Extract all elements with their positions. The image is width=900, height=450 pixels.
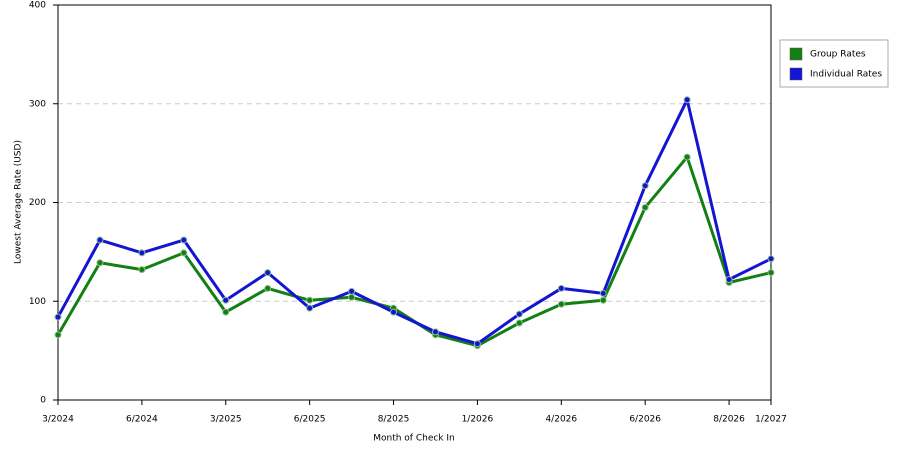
data-point [725,276,733,284]
series-line [56,155,772,348]
data-point [138,249,146,257]
data-point [348,287,356,295]
data-point [431,328,439,336]
data-point [515,319,523,327]
legend-label: Individual Rates [810,70,882,80]
x-tick-label: 8/2025 [378,415,410,425]
data-point [180,249,188,257]
data-point [348,293,356,301]
data-point [683,153,691,161]
data-point [683,96,691,104]
data-point [180,236,188,244]
data-point [767,255,775,263]
data-point [641,182,649,190]
plot-frame [57,4,772,401]
data-point [222,308,230,316]
y-tick-label: 400 [29,1,46,11]
data-point [557,284,565,292]
data-point [599,296,607,304]
x-tick-label: 1/2027 [755,415,787,425]
legend-swatch [789,67,803,81]
series-line [56,98,772,346]
data-point [264,269,272,277]
data-point [306,304,314,312]
x-tick-label: 3/2024 [42,415,74,425]
x-tick-label: 3/2025 [210,415,242,425]
data-point [390,308,398,316]
y-tick-label: 200 [29,198,46,208]
data-point [264,284,272,292]
y-axis-label: Lowest Average Rate (USD) [14,140,24,264]
data-point [557,300,565,308]
x-tick-label: 4/2026 [545,415,577,425]
data-point [54,331,62,339]
data-point [767,269,775,277]
x-tick-label: 1/2026 [462,415,494,425]
y-tick-label: 0 [40,396,46,406]
x-tick-label: 8/2026 [713,415,745,425]
legend-swatch [789,47,803,61]
legend-label: Group Rates [810,50,866,60]
y-tick-label: 100 [29,297,46,307]
data-point [222,296,230,304]
data-point [306,296,314,304]
data-point [641,203,649,211]
y-tick-label: 300 [29,99,46,109]
x-tick-label: 6/2025 [294,415,326,425]
x-tick-label: 6/2026 [629,415,661,425]
x-axis-label: Month of Check In [373,434,455,444]
data-point [138,266,146,274]
data-point [96,259,104,267]
data-point [473,340,481,348]
data-point [599,289,607,297]
data-point [96,236,104,244]
data-point [515,310,523,318]
data-point [54,313,62,321]
x-tick-label: 6/2024 [126,415,158,425]
